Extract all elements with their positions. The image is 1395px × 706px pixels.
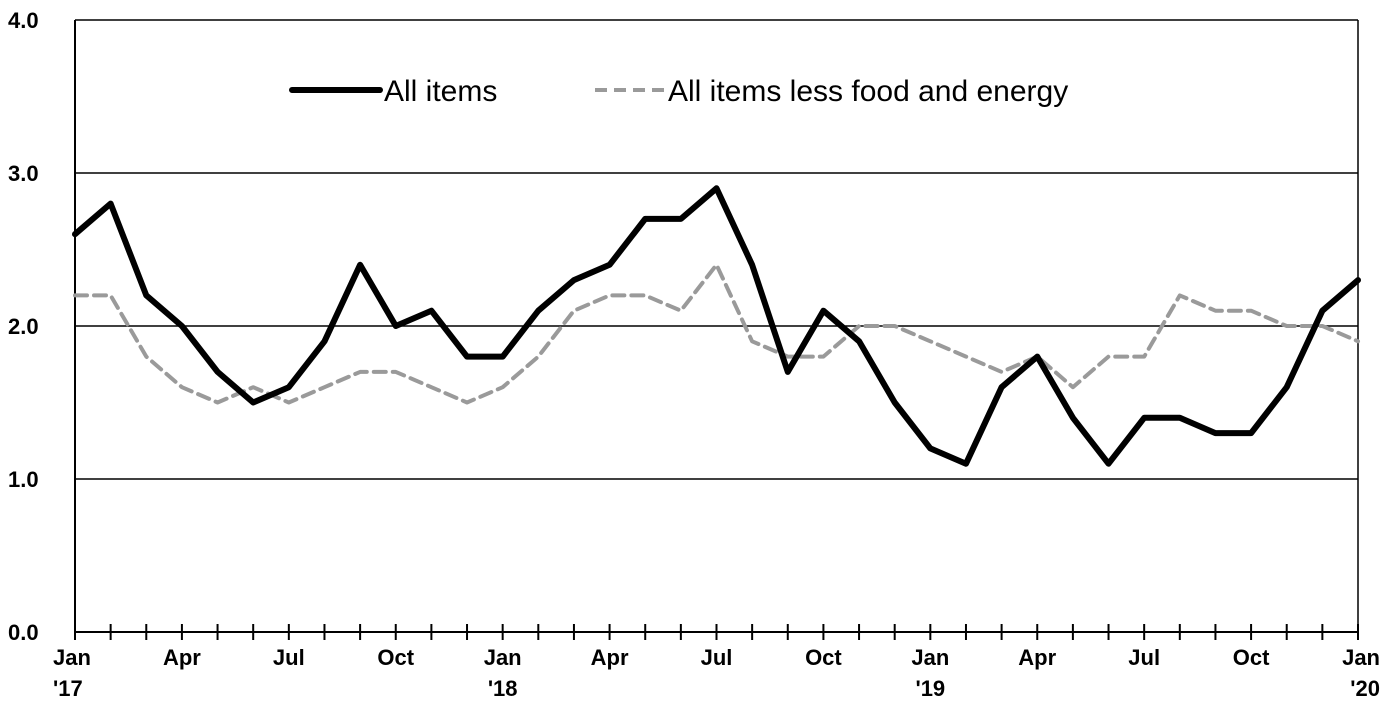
x-year-label-12: '20	[1350, 676, 1380, 701]
x-tick-label-11: Oct	[1233, 645, 1270, 670]
x-year-label-8: '19	[915, 676, 945, 701]
x-tick-label-10: Jul	[1128, 645, 1160, 670]
y-tick-label-0-0: 0.0	[8, 620, 39, 645]
gridlines	[75, 19, 1358, 480]
x-tick-label-5: Apr	[591, 645, 629, 670]
x-tick-label-3: Oct	[377, 645, 414, 670]
legend: All items All items less food and energy	[289, 75, 1068, 108]
x-tick-label-12: Jan	[1342, 645, 1380, 670]
legend-label-all-items: All items	[384, 75, 497, 108]
x-tick-label-9: Apr	[1018, 645, 1056, 670]
series-line-all-items-less-food-and-energy	[73, 262, 1360, 405]
x-tick-label-1: Apr	[163, 645, 201, 670]
y-tick-label-1-0: 1.0	[8, 467, 39, 492]
tick-labels: 0.0 1.0 2.0 3.0 4.0 Jan '17 Apr Jul Oct Jan '18 Apr J…	[8, 8, 1380, 701]
y-tick-label-2-0: 2.0	[8, 314, 39, 339]
x-year-label-4: '18	[488, 676, 518, 701]
x-tick-label-6: Jul	[701, 645, 733, 670]
axes	[74, 20, 1359, 640]
x-tick-label-0: Jan	[53, 645, 91, 670]
x-tick-label-2: Jul	[273, 645, 305, 670]
series-line-all-items	[72, 185, 1361, 467]
x-tick-label-4: Jan	[484, 645, 522, 670]
x-tick-label-8: Jan	[911, 645, 949, 670]
legend-label-core: All items less food and energy	[668, 75, 1068, 108]
y-tick-label-3-0: 3.0	[8, 161, 39, 186]
x-year-label-0: '17	[53, 676, 83, 701]
x-tick-label-7: Oct	[805, 645, 842, 670]
series-lines	[72, 185, 1361, 467]
y-tick-label-4-0: 4.0	[8, 8, 39, 33]
